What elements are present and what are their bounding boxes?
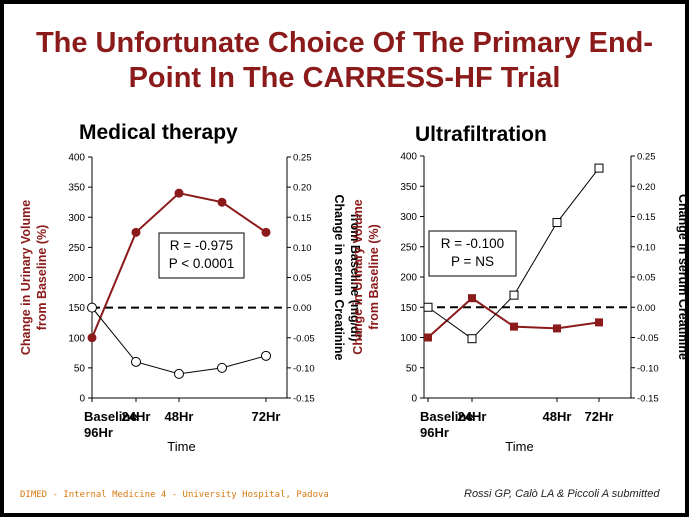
medical-right-tick-label: -0.15 [293, 394, 315, 405]
medical-left-tick-label: 50 [74, 363, 86, 374]
charts-canvas: 0 50 100 150 200 250 300 350 400 0.25 0.20 0.15 0.10… [19, 152, 685, 455]
uf-series-0-line [427, 296, 600, 339]
medical-left-tick-label: 250 [68, 243, 85, 254]
medical-x-tick-label: 72Hr [252, 409, 281, 424]
uf-series-1-point [594, 163, 604, 173]
medical-series-0-point [174, 188, 184, 198]
uf-left-axis-title: from Baseline (%) [367, 224, 381, 330]
medical-right-tick-label: 0.20 [293, 183, 312, 194]
uf-left-tick-label: 250 [400, 242, 417, 253]
uf-x-tick-label: 24Hr [458, 409, 487, 424]
medical-stats-text: R = -0.975 [170, 238, 233, 253]
chart-title-ultrafiltration: Ultrafiltration [415, 123, 547, 146]
uf-series-1-point [552, 218, 562, 228]
uf-right-tick-label: -0.10 [637, 363, 659, 374]
medical-right-tick-label: -0.05 [293, 333, 315, 344]
chart-title-medical-therapy: Medical therapy [79, 121, 238, 144]
medical-series-1-point [261, 350, 271, 361]
medical-x-tick-label: 24Hr [122, 409, 151, 424]
uf-left-tick-label: 150 [400, 303, 417, 314]
uf-right-tick-label: 0.05 [637, 273, 656, 284]
medical-series-0-point [261, 227, 271, 237]
medical-stats-text: P < 0.0001 [169, 256, 234, 271]
medical-left-tick-label: 200 [68, 273, 85, 284]
medical-right-tick-label: -0.10 [293, 363, 315, 374]
medical-left-tick-label: 150 [68, 303, 85, 314]
uf-right-tick-label: -0.15 [637, 394, 659, 405]
uf-left-tick-label: 300 [400, 212, 417, 223]
medical-right-tick-label: 0.25 [293, 153, 312, 164]
slide-title-line-2: Point In The CARRESS-HF Trial [128, 62, 561, 94]
uf-x-tick-label: 72Hr [585, 409, 614, 424]
medical-right-tick-label: 0.10 [293, 243, 312, 254]
medical-left-tick-label: 400 [68, 153, 85, 164]
uf-right-axis-title: Change in serum Creatinine [676, 194, 685, 360]
uf-stats-text: R = -0.100 [441, 236, 504, 251]
medical-right-tick-label: 0.05 [293, 273, 312, 284]
uf-series-1-point [423, 302, 433, 312]
medical-x-tick-label: 96Hr [84, 425, 113, 440]
uf-right-tick-label: 0.20 [637, 182, 656, 193]
medical-series-1-point [87, 302, 97, 313]
medical-series-0-point [131, 227, 141, 237]
uf-x-tick-label: 96Hr [420, 425, 449, 440]
uf-series-0-point [424, 333, 432, 342]
uf-series-1-point [509, 290, 519, 300]
slide: The Unfortunate Choice Of The Primary En… [4, 4, 685, 513]
uf-left-tick-label: 50 [406, 363, 418, 374]
medical-stats-box [158, 232, 245, 279]
medical-series-1-point [174, 368, 184, 379]
slide-title-line-1: The Unfortunate Choice Of The Primary En… [35, 27, 654, 59]
uf-left-tick-label: 200 [400, 273, 417, 284]
medical-right-tick-label: 0.00 [293, 303, 312, 314]
footer-citation: Rossi GP, Calò LA & Piccoli A submitted [464, 488, 660, 500]
medical-series-1-point [217, 362, 227, 373]
uf-right-tick-label: 0.25 [637, 152, 656, 163]
uf-series-0-point [553, 324, 561, 333]
medical-left-axis-title: Change in Urinary Volume [19, 200, 33, 355]
footer-affiliation: DIMED - Internal Medicine 4 - University… [20, 490, 329, 500]
uf-x-tick-label: Baseline [420, 409, 473, 424]
medical-x-tick-label: 48Hr [165, 409, 194, 424]
medical-series-1-point [131, 356, 141, 367]
medical-left-tick-label: 100 [68, 333, 85, 344]
uf-series-0-point [468, 294, 476, 303]
medical-series-1-line [91, 307, 267, 375]
slide-title: The Unfortunate Choice Of The Primary En… [4, 26, 685, 96]
uf-left-tick-label: 100 [400, 333, 417, 344]
uf-right-tick-label: 0.00 [637, 303, 656, 314]
uf-left-tick-label: 400 [400, 152, 417, 163]
medical-series-0-point [217, 197, 227, 207]
medical-right-axis-title: from Baseline (mg/dl) [348, 214, 362, 342]
uf-series-0-point [595, 318, 603, 327]
uf-right-tick-label: 0.15 [637, 212, 656, 223]
medical-left-tick-label: 350 [68, 183, 85, 194]
medical-left-tick-label: 300 [68, 213, 85, 224]
uf-stats-text: P = NS [451, 254, 494, 269]
medical-x-axis-label: Time [167, 439, 195, 454]
uf-right-tick-label: 0.10 [637, 242, 656, 253]
medical-right-tick-label: 0.15 [293, 213, 312, 224]
uf-left-tick-label: 350 [400, 182, 417, 193]
uf-series-1-point [467, 334, 477, 344]
medical-left-axis-title: from Baseline (%) [35, 225, 49, 331]
medical-right-axis-title: Change in serum Creatinine [332, 194, 346, 360]
medical-series-0-point [87, 333, 97, 343]
uf-x-tick-label: 48Hr [543, 409, 572, 424]
medical-x-tick-label: Baseline [84, 409, 137, 424]
uf-left-axis-title: Change in Urinary Volume [351, 199, 365, 354]
uf-left-tick-label: 0 [411, 394, 417, 405]
uf-right-tick-label: -0.05 [637, 333, 659, 344]
uf-x-axis-label: Time [505, 439, 533, 454]
medical-left-tick-label: 0 [79, 394, 85, 405]
uf-stats-box [428, 230, 517, 277]
uf-series-0-point [510, 322, 518, 331]
